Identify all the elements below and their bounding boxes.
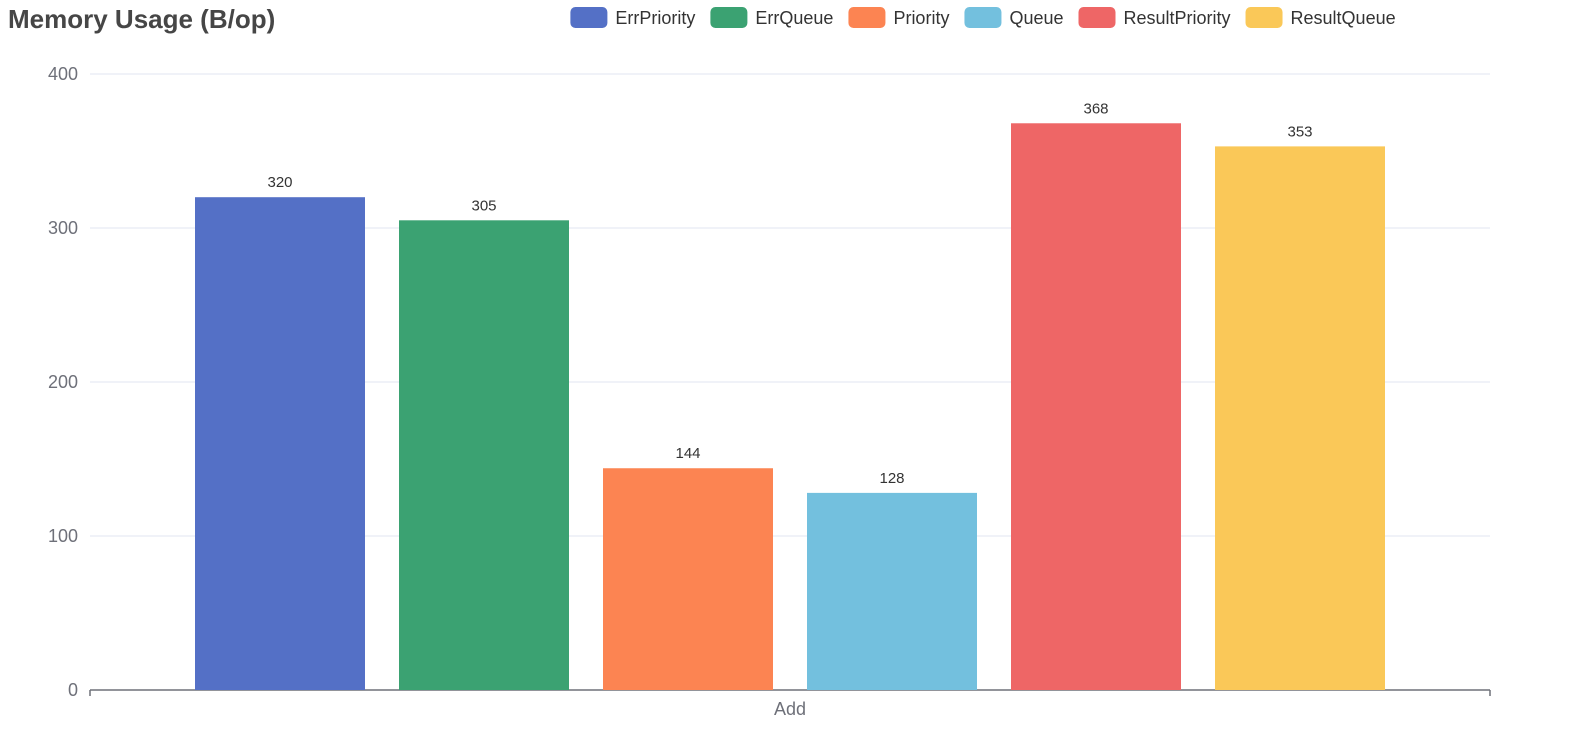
legend-item-priority[interactable]: Priority [848, 7, 949, 28]
data-label-queue: 128 [879, 470, 904, 487]
legend-label: ResultPriority [1124, 8, 1231, 28]
bar-priority [603, 468, 773, 690]
y-tick-label: 0 [68, 680, 78, 700]
legend-swatch [1078, 7, 1116, 28]
legend-swatch [570, 7, 608, 28]
legend-label: ErrQueue [755, 8, 833, 28]
legend-item-resultpriority[interactable]: ResultPriority [1078, 7, 1231, 28]
legend-swatch [710, 7, 748, 28]
bar-resultqueue [1215, 146, 1385, 690]
y-tick-label: 400 [48, 64, 78, 84]
bar-resultpriority [1011, 123, 1181, 690]
legend-item-resultqueue[interactable]: ResultQueue [1245, 7, 1396, 28]
legend-label: ResultQueue [1291, 8, 1396, 28]
legend-label: Priority [893, 8, 949, 28]
data-label-errqueue: 305 [471, 197, 496, 214]
legend-label: ErrPriority [615, 8, 695, 28]
legend-swatch [1245, 7, 1283, 28]
legend-item-queue[interactable]: Queue [964, 7, 1064, 28]
bar-queue [807, 492, 977, 690]
bar-errqueue [399, 220, 569, 691]
legend: ErrPriority ErrQueue Priority Queue ResultPr… [570, 7, 1396, 28]
x-tick-label: Add [774, 699, 806, 719]
legend-item-errpriority[interactable]: ErrPriority [570, 7, 695, 28]
y-tick-label: 300 [48, 218, 78, 238]
chart-title: Memory Usage (B/op) [8, 4, 276, 34]
data-label-resultqueue: 353 [1287, 123, 1312, 140]
legend-label: Queue [1009, 8, 1063, 28]
data-label-resultpriority: 368 [1083, 100, 1108, 117]
bar-errpriority [195, 197, 365, 690]
legend-swatch [848, 7, 886, 28]
data-label-priority: 144 [675, 445, 700, 462]
data-label-errpriority: 320 [267, 174, 292, 191]
legend-swatch [964, 7, 1002, 28]
legend-item-errqueue[interactable]: ErrQueue [710, 7, 833, 28]
y-tick-label: 200 [48, 372, 78, 392]
y-tick-label: 100 [48, 526, 78, 546]
